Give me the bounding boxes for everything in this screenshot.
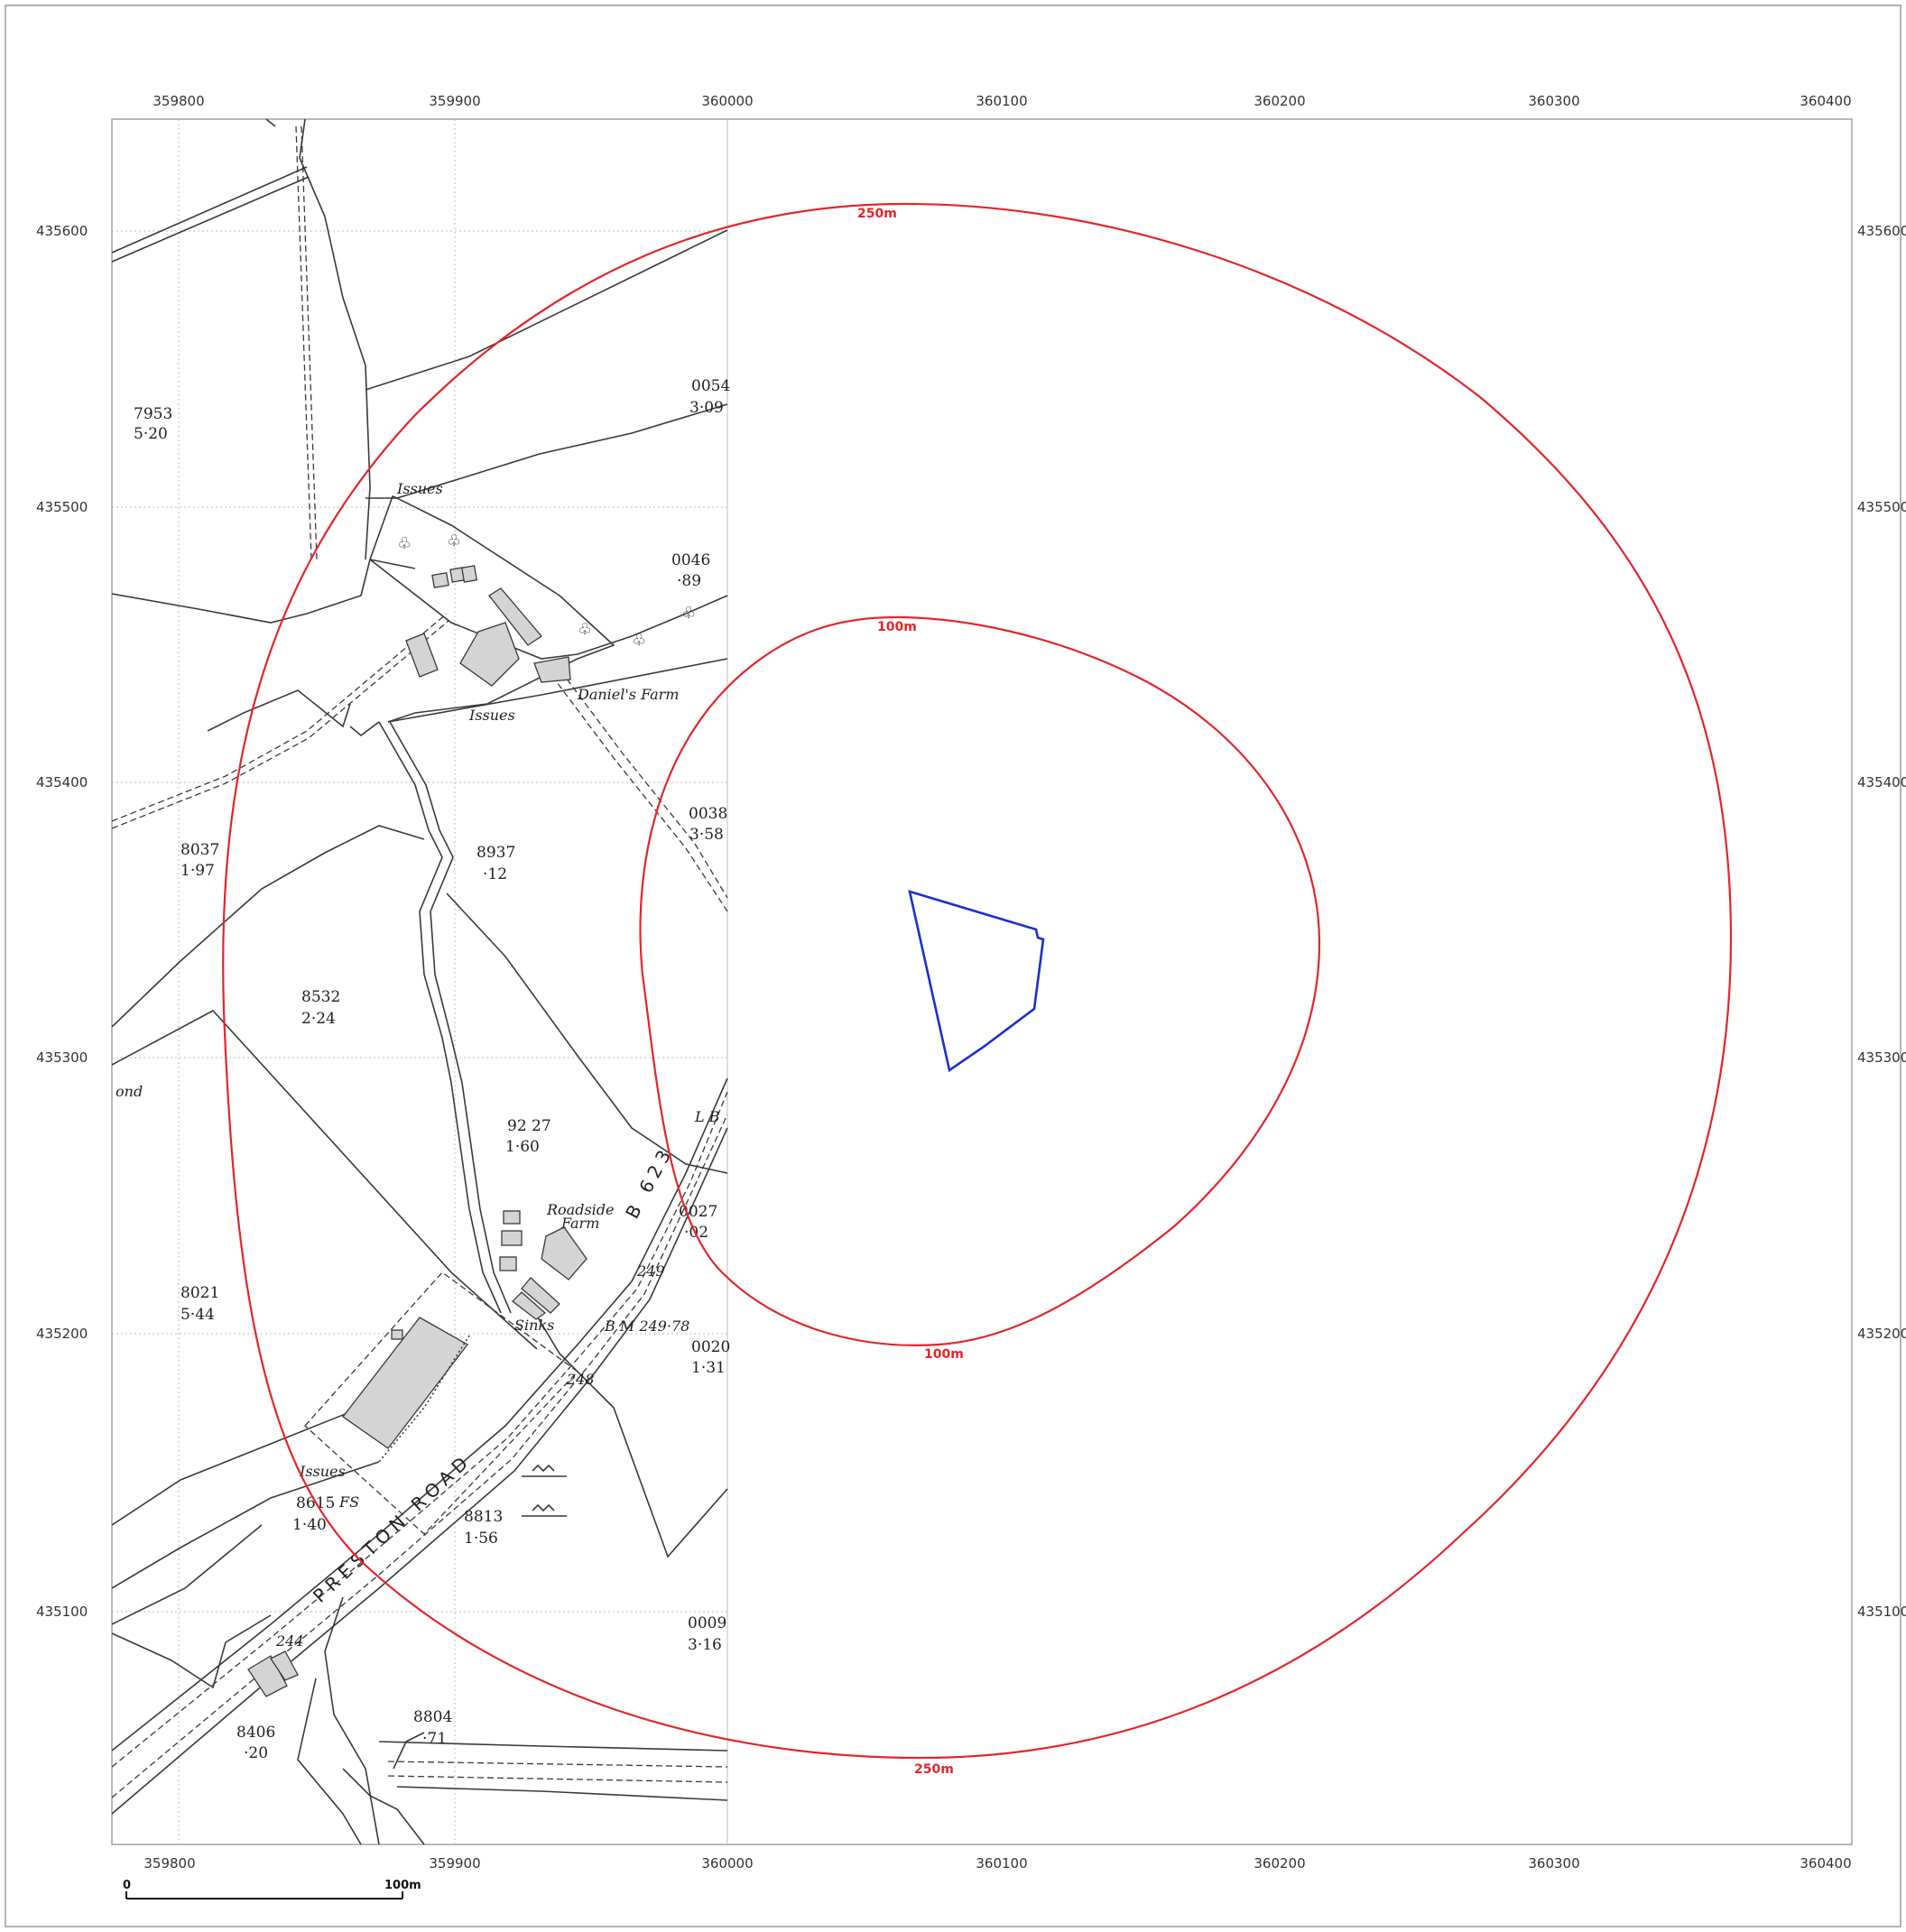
scale-bar-start-label: 0	[123, 1879, 131, 1892]
buffer-100m-label-top: 100m	[877, 620, 917, 634]
parcel-9227-id: 92 27	[507, 1117, 551, 1135]
easting-top-360400: 360400	[1800, 93, 1851, 109]
label-issues-mid: Issues	[468, 707, 515, 724]
buffer-250m-ring	[222, 202, 1733, 1760]
northing-left-435400: 435400	[36, 774, 88, 790]
scale-bar-end-label: 100m	[384, 1879, 421, 1892]
parcel-8813-id: 8813	[464, 1508, 503, 1526]
parcel-8804-area: ·71	[422, 1730, 447, 1748]
parcel-7953-id: 7953	[134, 405, 172, 423]
easting-top-360300: 360300	[1528, 93, 1579, 109]
northing-right-435500: 435500	[1857, 499, 1906, 515]
parcel-8532-id: 8532	[301, 988, 340, 1006]
label-sinks: Sinks	[514, 1317, 554, 1334]
northing-left-435600: 435600	[36, 223, 88, 239]
easting-bottom-360300: 360300	[1528, 1855, 1579, 1872]
svg-text:♧: ♧	[632, 631, 646, 650]
northing-left-435200: 435200	[36, 1326, 88, 1342]
parcel-8804-id: 8804	[413, 1708, 452, 1726]
buffer-250m-label-bottom: 250m	[914, 1762, 954, 1777]
svg-text:♧: ♧	[681, 604, 696, 623]
parcel-8406-area: ·20	[244, 1744, 268, 1762]
northing-left-435500: 435500	[36, 499, 88, 515]
parcel-0038-area: 3·58	[689, 826, 724, 844]
parcel-8813-area: 1·56	[464, 1530, 498, 1548]
parcel-0009-id: 0009	[688, 1614, 726, 1632]
easting-top-360000: 360000	[701, 93, 753, 109]
parcel-labels: 7953 5·20 0054 3·09 0046 ·89 0038 3·58 8…	[134, 377, 730, 1762]
spot-height-248: 248	[566, 1371, 595, 1388]
parcel-8037-id: 8037	[180, 841, 219, 859]
scale-bar: 0 100m	[123, 1879, 421, 1900]
easting-bottom-359900: 359900	[429, 1855, 480, 1872]
svg-text:♧: ♧	[578, 620, 592, 639]
historic-map-base: ♧ ♧ ♧ ♧ ♧	[111, 118, 728, 1845]
northing-right-435100: 435100	[1857, 1604, 1906, 1620]
parcel-8037-area: 1·97	[180, 862, 215, 880]
parcel-8937-area: ·12	[483, 865, 507, 883]
parcel-0020-area: 1·31	[691, 1359, 726, 1377]
northing-right-435400: 435400	[1857, 774, 1906, 790]
parcel-8406-id: 8406	[236, 1724, 275, 1742]
label-pond: ond	[116, 1083, 143, 1100]
easting-top-360200: 360200	[1254, 93, 1305, 109]
buffer-250m-label-top: 250m	[857, 207, 897, 221]
easting-bottom-360200: 360200	[1254, 1855, 1305, 1872]
coordinate-labels: 359800 359900 360000 360100 360200 36030…	[36, 93, 1906, 1872]
easting-bottom-360000: 360000	[701, 1855, 753, 1872]
easting-bottom-360400: 360400	[1800, 1855, 1851, 1872]
northing-left-435300: 435300	[36, 1049, 88, 1066]
parcel-8937-id: 8937	[476, 844, 515, 862]
parcel-0054-area: 3·09	[689, 399, 724, 417]
northing-left-435100: 435100	[36, 1604, 88, 1620]
label-daniels-farm: Daniel's Farm	[577, 686, 679, 703]
easting-top-360100: 360100	[976, 93, 1027, 109]
parcel-9227-area: 1·60	[505, 1138, 540, 1156]
spot-height-244: 244	[275, 1632, 304, 1650]
northing-right-435300: 435300	[1857, 1049, 1906, 1066]
parcel-0054-id: 0054	[691, 377, 730, 395]
parcel-0009-area: 3·16	[688, 1636, 722, 1654]
northing-right-435200: 435200	[1857, 1326, 1906, 1342]
map-area-border	[111, 118, 1853, 1845]
easting-bottom-360100: 360100	[976, 1855, 1027, 1872]
easting-top-359900: 359900	[429, 93, 480, 109]
label-roadside: Roadside	[546, 1201, 615, 1218]
easting-bottom-359800: 359800	[143, 1855, 195, 1872]
easting-top-359800: 359800	[153, 93, 204, 109]
label-farm: Farm	[560, 1215, 599, 1232]
label-issues-north: Issues	[396, 480, 443, 497]
parcel-8021-id: 8021	[180, 1284, 219, 1302]
spot-height-249: 249	[636, 1262, 665, 1280]
label-fs: FS	[338, 1493, 359, 1511]
svg-text:♧: ♧	[447, 532, 461, 550]
buffer-100m-ring	[639, 615, 1321, 1346]
parcel-7953-area: 5·20	[134, 425, 168, 443]
parcel-0046-area: ·89	[677, 572, 701, 590]
site-boundary[interactable]	[908, 890, 1045, 1073]
parcel-8021-area: 5·44	[180, 1306, 215, 1324]
parcel-8532-area: 2·24	[301, 1010, 336, 1028]
label-lb: L B	[694, 1108, 720, 1125]
parcel-0020-id: 0020	[691, 1338, 730, 1356]
buffer-rings: 250m 250m 100m 100m	[222, 202, 1733, 1777]
parcel-8615-area: 1·40	[292, 1516, 327, 1534]
buffer-100m-label-bottom: 100m	[924, 1347, 964, 1362]
spot-height-bm: B M 249·78	[604, 1317, 689, 1335]
parcel-0038-id: 0038	[689, 805, 727, 823]
svg-text:♧: ♧	[397, 534, 412, 553]
parcel-0046-id: 0046	[671, 551, 710, 569]
northing-right-435600: 435600	[1857, 223, 1906, 239]
label-issues-south: Issues	[299, 1463, 346, 1480]
